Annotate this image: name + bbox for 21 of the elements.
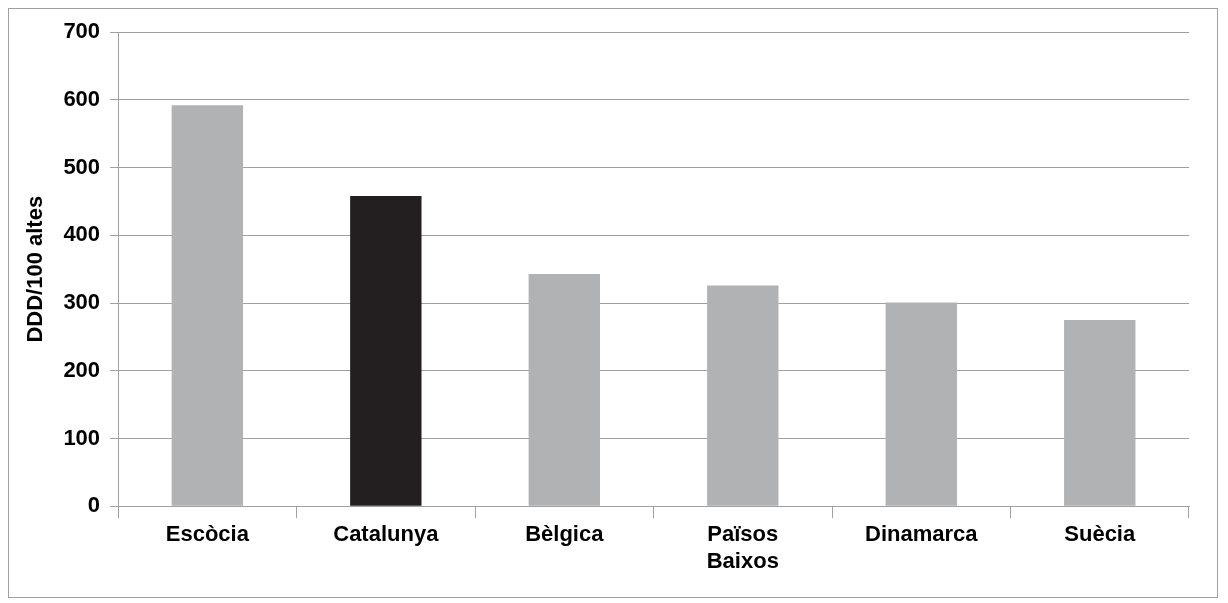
x-tick-label: Dinamarca — [865, 521, 979, 547]
bar — [528, 273, 601, 506]
x-tick-label: Catalunya — [333, 521, 440, 547]
x-tick-label: Bèlgica — [525, 521, 605, 547]
y-axis-title: DDD/100 altes — [22, 195, 48, 343]
x-tick-label: Països Baixos — [706, 521, 779, 573]
y-tick-label: 500 — [63, 153, 101, 179]
y-tick-label: 600 — [63, 85, 101, 111]
x-tick-label: Suècia — [1064, 521, 1136, 547]
x-tick-label: Escòcia — [165, 521, 250, 547]
bar — [885, 302, 957, 506]
y-tick-label: 300 — [63, 289, 101, 315]
bar — [350, 196, 422, 506]
bar — [171, 105, 244, 506]
y-tick-label: 100 — [63, 424, 101, 450]
bar — [1064, 319, 1136, 506]
y-tick-label: 0 — [87, 492, 101, 518]
y-tick-label: 400 — [63, 221, 101, 247]
y-tick-label: 200 — [63, 356, 101, 382]
bar — [707, 285, 779, 506]
y-tick-label: 700 — [63, 18, 101, 44]
